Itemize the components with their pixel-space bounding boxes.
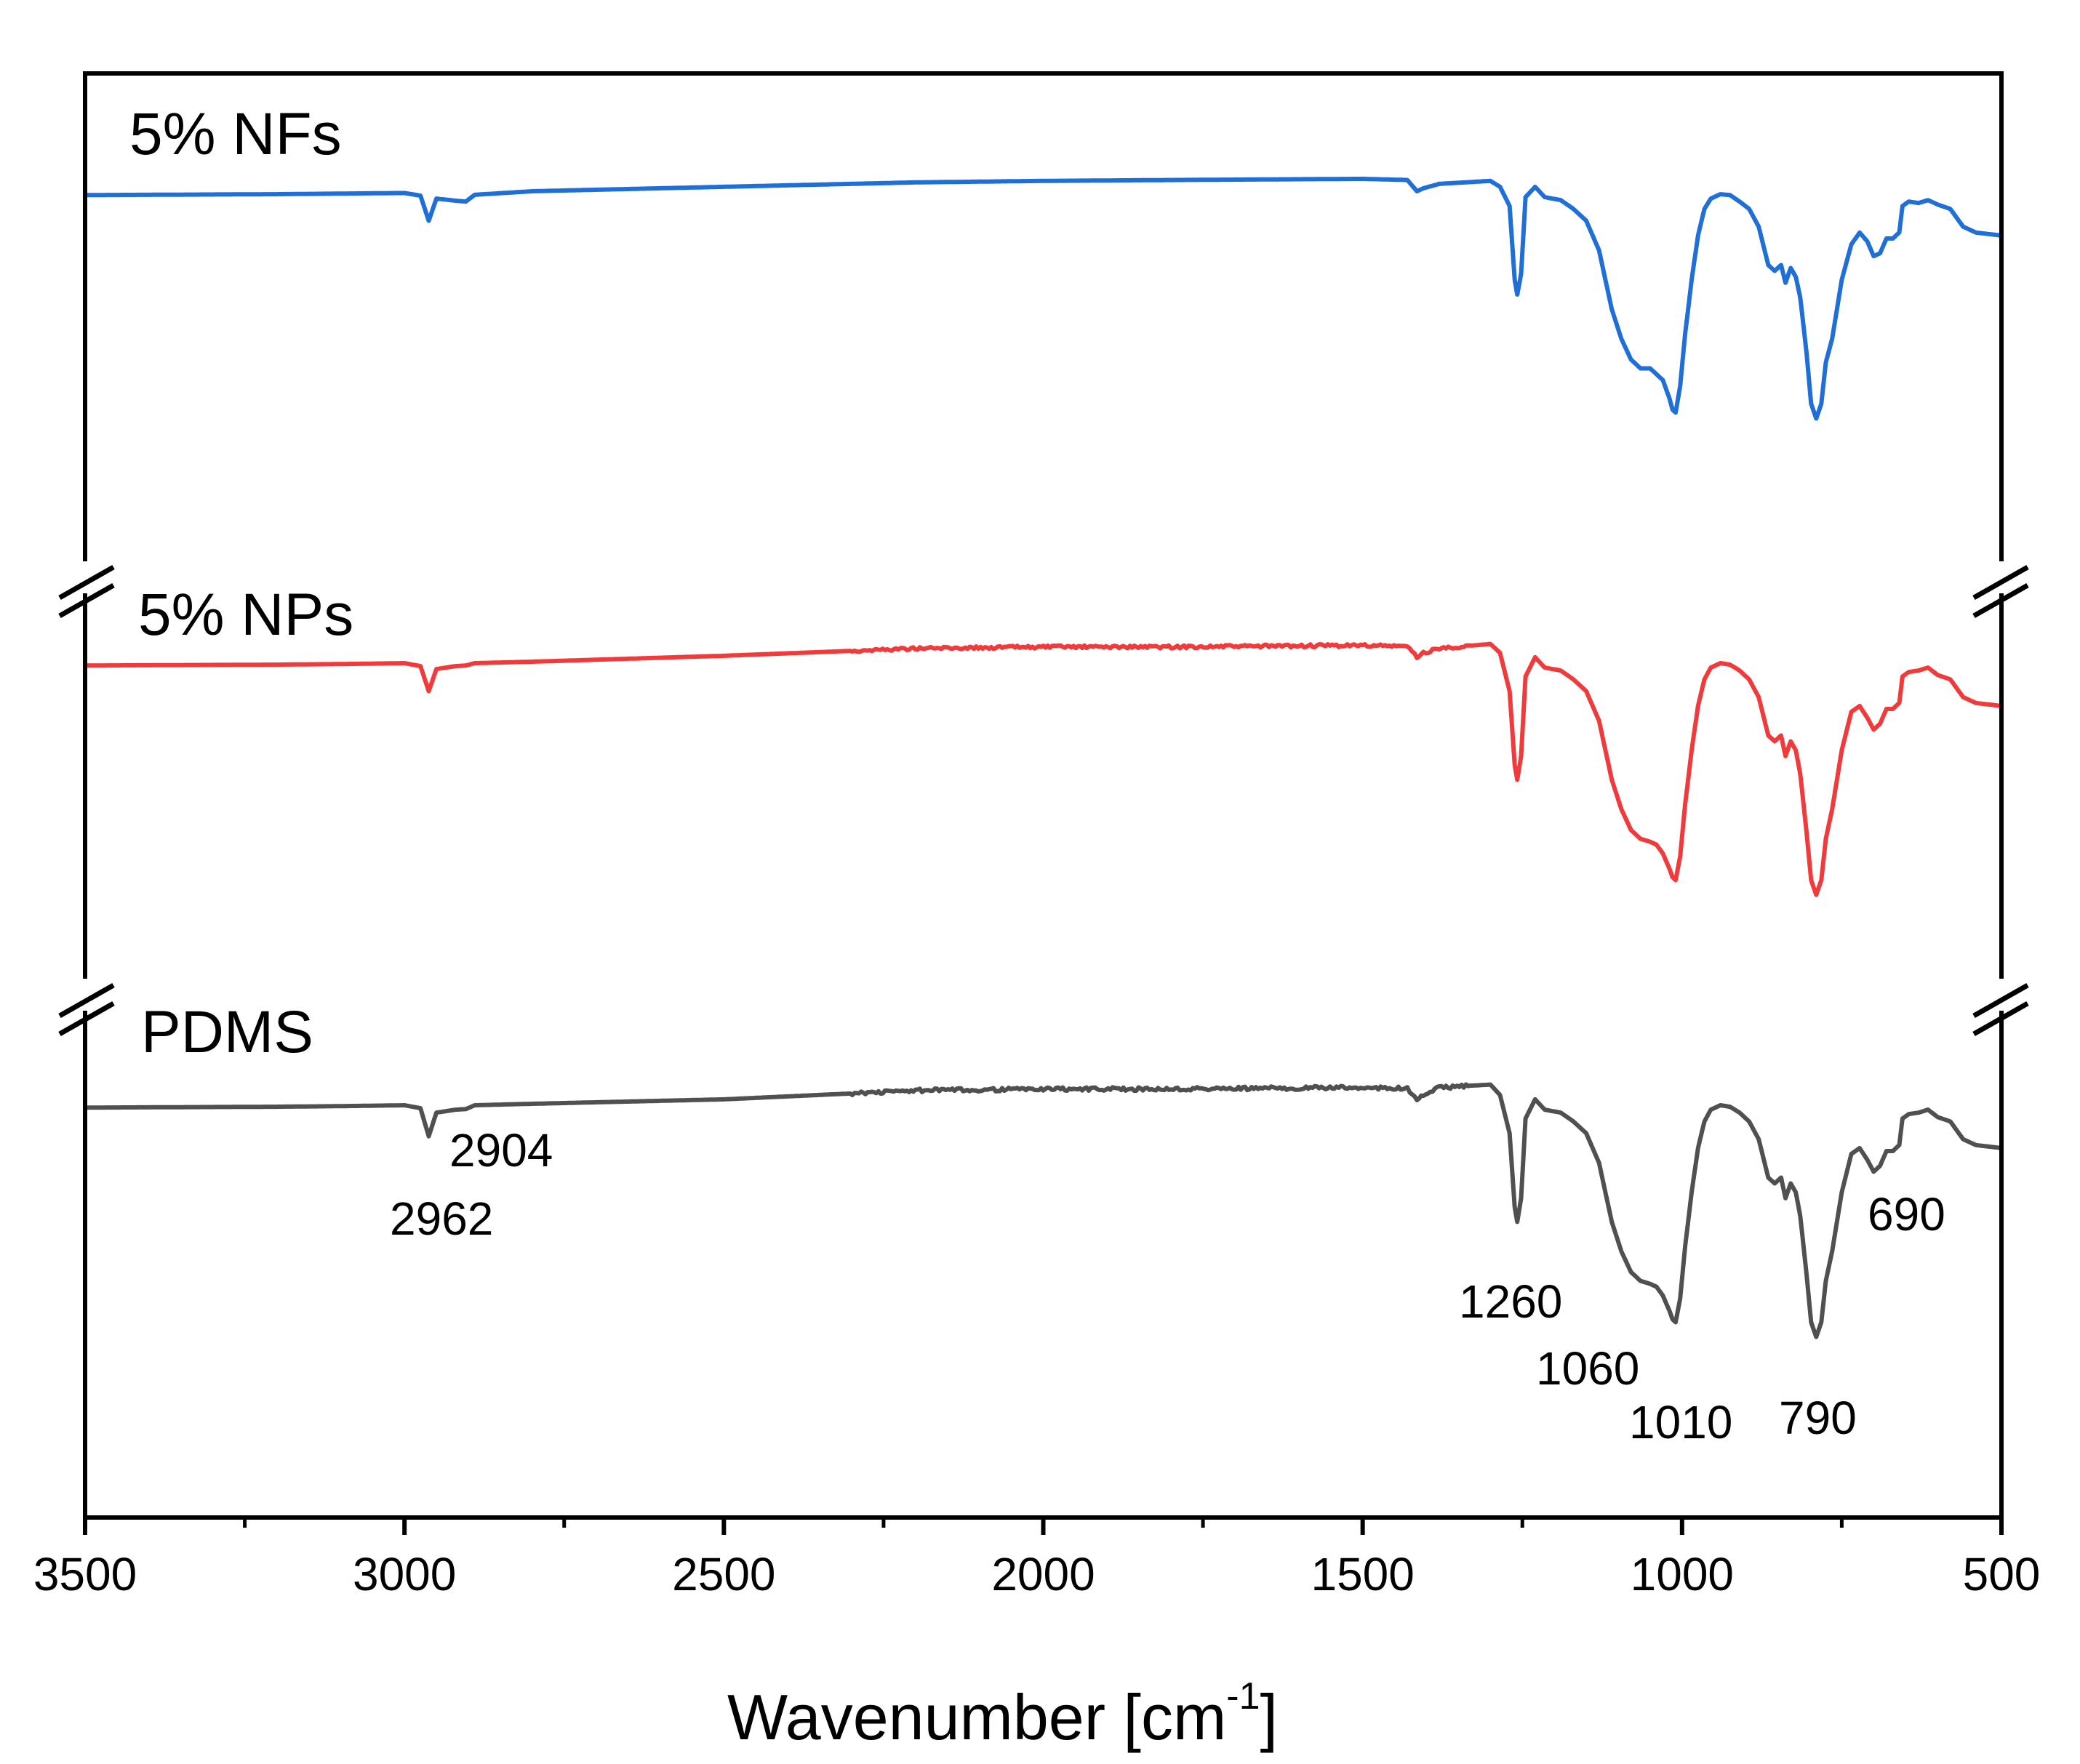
- series-line-nfs: [85, 176, 2002, 421]
- series-label-nfs: 5% NFs: [129, 101, 342, 167]
- x-tick-label: 1000: [1631, 1548, 1734, 1600]
- x-axis-title-end: ]: [1260, 1681, 1278, 1753]
- peak-label-2962: 2962: [390, 1192, 493, 1245]
- x-axis-title-superscript: -1: [1226, 1675, 1260, 1717]
- series-label-nps: 5% NPs: [138, 582, 353, 648]
- series-line-nps: [85, 641, 2002, 897]
- peak-label-1260: 1260: [1459, 1275, 1562, 1328]
- series-label-pdms: PDMS: [141, 999, 313, 1065]
- series-layer: [85, 176, 2002, 1339]
- axis-break-right-lower: [1972, 979, 2029, 1037]
- x-axis-title-main: Wavenumber [cm: [727, 1681, 1226, 1753]
- x-tick-label: 500: [1963, 1548, 2041, 1600]
- series-line-pdms: [85, 1082, 2002, 1339]
- x-tick-label: 3500: [33, 1548, 137, 1600]
- axis-break-right-upper: [1972, 561, 2029, 619]
- peak-label-1060: 1060: [1536, 1342, 1639, 1395]
- x-tick-label: 2000: [991, 1548, 1095, 1600]
- series-labels: 5% NFs 5% NPs PDMS: [129, 101, 353, 1065]
- peak-labels: 2904 2962 1260 1060 1010 790 690: [390, 1124, 1945, 1448]
- x-axis-ticks: 3500 3000 2500 2000 1500 1000 500: [33, 1518, 2041, 1600]
- peak-label-690: 690: [1868, 1188, 1945, 1240]
- x-tick-label: 2500: [672, 1548, 775, 1600]
- x-axis-title: Wavenumber [cm-1]: [727, 1675, 1278, 1753]
- axis-break-left-upper: [58, 561, 115, 619]
- peak-label-1010: 1010: [1629, 1396, 1732, 1448]
- x-tick-label: 1500: [1311, 1548, 1414, 1600]
- x-tick-label: 3000: [353, 1548, 456, 1600]
- peak-label-790: 790: [1779, 1392, 1857, 1444]
- axis-break-left-lower: [58, 979, 115, 1037]
- peak-label-2904: 2904: [449, 1124, 553, 1176]
